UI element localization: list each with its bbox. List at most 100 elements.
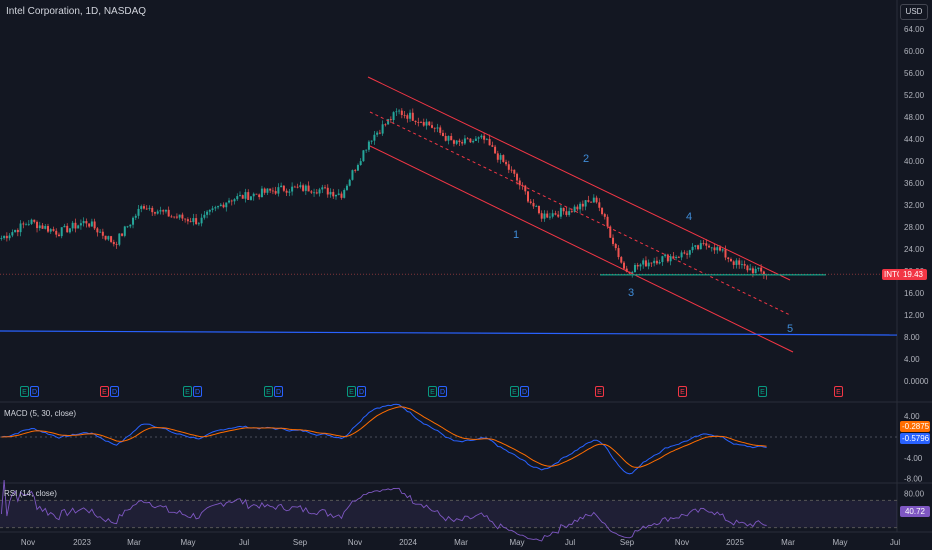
earnings-marker[interactable]: E bbox=[347, 386, 356, 397]
macd-label: MACD (5, 30, close) bbox=[4, 409, 77, 418]
candle-body bbox=[178, 214, 181, 218]
candle-body bbox=[60, 227, 63, 237]
candle-body bbox=[384, 124, 387, 126]
candle-body bbox=[140, 206, 143, 209]
candle-body bbox=[376, 132, 379, 135]
price-tick-label: 12.00 bbox=[904, 311, 925, 320]
currency-button[interactable]: USD bbox=[900, 4, 928, 20]
candle-body bbox=[647, 262, 650, 267]
candle-body bbox=[214, 207, 217, 209]
candle-body bbox=[532, 202, 535, 207]
candle-body bbox=[335, 194, 337, 197]
candle-body bbox=[52, 229, 55, 231]
symbol-badge: INTC bbox=[882, 269, 903, 280]
candle-body bbox=[121, 233, 124, 236]
candle-body bbox=[620, 257, 623, 263]
dividend-marker[interactable]: D bbox=[438, 386, 447, 397]
candle-body bbox=[461, 142, 464, 144]
candle-body bbox=[387, 119, 390, 125]
candle-body bbox=[373, 134, 376, 141]
candle-body bbox=[579, 203, 582, 210]
candle-body bbox=[658, 262, 661, 264]
macd-tick-label: -8.00 bbox=[904, 475, 923, 484]
candle-body bbox=[677, 256, 680, 258]
earnings-marker[interactable]: E bbox=[20, 386, 29, 397]
candle-body bbox=[365, 149, 368, 151]
time-axis-label: 2024 bbox=[399, 538, 417, 547]
earnings-marker[interactable]: E bbox=[758, 386, 767, 397]
candle-body bbox=[518, 180, 521, 186]
candle-body bbox=[345, 185, 348, 190]
candle-body bbox=[559, 207, 562, 217]
candle-body bbox=[326, 187, 329, 195]
candle-body bbox=[293, 186, 296, 188]
rsi-line bbox=[0, 479, 767, 542]
dividend-marker[interactable]: D bbox=[30, 386, 39, 397]
candle-body bbox=[669, 256, 672, 262]
candle-body bbox=[217, 206, 220, 208]
candle-body bbox=[570, 211, 573, 212]
dividend-marker[interactable]: D bbox=[357, 386, 366, 397]
price-tick-label: 60.00 bbox=[904, 47, 925, 56]
earnings-marker[interactable]: E bbox=[428, 386, 437, 397]
candle-body bbox=[57, 234, 60, 237]
earnings-marker[interactable]: E bbox=[595, 386, 604, 397]
candle-body bbox=[581, 203, 584, 207]
candle-body bbox=[554, 213, 557, 215]
candle-body bbox=[337, 193, 340, 195]
time-axis-label: Jul bbox=[890, 538, 900, 547]
candle-body bbox=[699, 243, 702, 250]
candle-body bbox=[110, 236, 113, 242]
dividend-marker[interactable]: D bbox=[193, 386, 202, 397]
candle-body bbox=[112, 241, 115, 245]
candle-body bbox=[107, 236, 110, 240]
candle-body bbox=[631, 272, 634, 274]
candle-body bbox=[30, 219, 33, 224]
candle-body bbox=[565, 211, 568, 215]
earnings-marker[interactable]: E bbox=[678, 386, 687, 397]
candle-body bbox=[225, 202, 228, 208]
candle-body bbox=[392, 112, 395, 121]
candle-body bbox=[307, 185, 310, 192]
candle-body bbox=[757, 267, 760, 269]
candle-body bbox=[738, 260, 741, 265]
candle-body bbox=[485, 138, 488, 140]
candle-body bbox=[697, 245, 700, 250]
candle-body bbox=[431, 125, 433, 128]
candle-body bbox=[47, 226, 49, 232]
candle-body bbox=[329, 191, 332, 195]
candle-body bbox=[49, 229, 52, 232]
candle-body bbox=[411, 112, 414, 121]
candle-body bbox=[277, 187, 280, 194]
candle-body bbox=[609, 226, 612, 238]
earnings-marker[interactable]: E bbox=[510, 386, 519, 397]
dividend-marker[interactable]: D bbox=[520, 386, 529, 397]
candle-body bbox=[433, 127, 436, 129]
earnings-marker[interactable]: E bbox=[183, 386, 192, 397]
candle-body bbox=[683, 252, 686, 254]
candle-body bbox=[288, 191, 291, 193]
price-tick-label: 32.00 bbox=[904, 201, 925, 210]
candle-body bbox=[0, 238, 3, 239]
candle-body bbox=[584, 200, 587, 207]
candle-body bbox=[740, 264, 743, 265]
dividend-marker[interactable]: D bbox=[110, 386, 119, 397]
dividend-marker[interactable]: D bbox=[274, 386, 283, 397]
earnings-marker[interactable]: E bbox=[264, 386, 273, 397]
candle-body bbox=[189, 221, 192, 223]
candle-body bbox=[543, 213, 546, 219]
candle-body bbox=[469, 138, 472, 143]
candle-body bbox=[258, 194, 261, 198]
earnings-marker[interactable]: E bbox=[834, 386, 843, 397]
price-tick-label: 8.00 bbox=[904, 333, 920, 342]
candle-body bbox=[499, 155, 502, 160]
candle-body bbox=[721, 249, 724, 251]
candle-body bbox=[348, 179, 351, 186]
candle-body bbox=[239, 195, 241, 197]
candle-body bbox=[483, 135, 486, 140]
rsi-label: RSI (14, close) bbox=[4, 489, 57, 498]
candle-body bbox=[496, 153, 499, 160]
earnings-marker[interactable]: E bbox=[100, 386, 109, 397]
candle-body bbox=[25, 224, 28, 226]
